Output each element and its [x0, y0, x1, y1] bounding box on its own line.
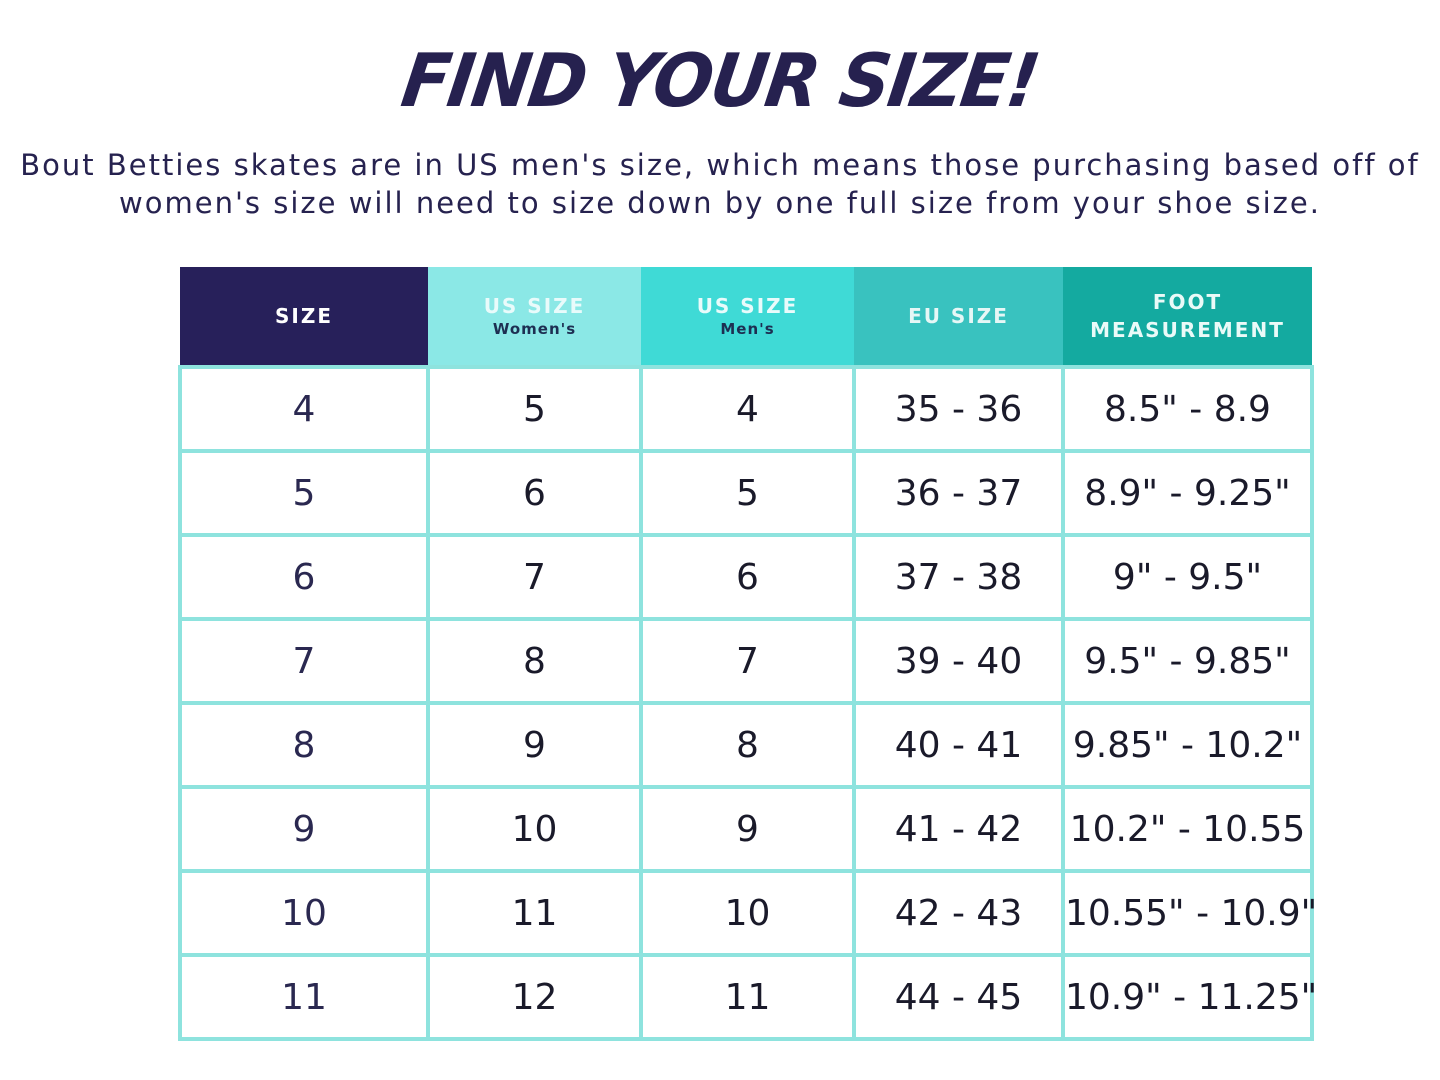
cell-size: 9 [178, 785, 430, 873]
cell-us-women: 6 [426, 449, 643, 537]
cell-us-men: 6 [639, 533, 856, 621]
cell-us-women: 9 [426, 701, 643, 789]
header-size: SIZE [180, 267, 428, 367]
header-label: EU SIZE [908, 304, 1009, 328]
cell-us-women: 10 [426, 785, 643, 873]
cell-eu-size: 40 - 41 [852, 701, 1065, 789]
header-label: US SIZE [483, 294, 586, 318]
cell-us-women: 5 [426, 365, 643, 453]
cell-us-men: 9 [639, 785, 856, 873]
header-label: SIZE [274, 304, 333, 328]
cell-eu-size: 39 - 40 [852, 617, 1065, 705]
cell-eu-size: 42 - 43 [852, 869, 1065, 957]
cell-foot-measurement: 9" - 9.5" [1061, 533, 1314, 621]
header-label: FOOT MEASUREMENT [1090, 290, 1285, 342]
cell-foot-measurement: 10.55" - 10.9" [1061, 869, 1317, 957]
table-row: 9 10 9 41 - 42 10.2" - 10.55 [178, 785, 1314, 873]
cell-us-women: 11 [426, 869, 643, 957]
cell-eu-size: 35 - 36 [852, 365, 1065, 453]
cell-us-men: 10 [639, 869, 856, 957]
table-row: 11 12 11 44 - 45 10.9" - 11.25" [178, 953, 1317, 1041]
cell-eu-size: 37 - 38 [852, 533, 1065, 621]
cell-size: 4 [178, 365, 430, 453]
header-label: US SIZE [696, 294, 799, 318]
header-sublabel: Women's [492, 320, 577, 338]
subtitle-line-2: women's size will need to size down by o… [119, 186, 1321, 220]
cell-us-men: 7 [639, 617, 856, 705]
cell-foot-measurement: 9.5" - 9.85" [1061, 617, 1314, 705]
cell-foot-measurement: 9.85" - 10.2" [1061, 701, 1314, 789]
cell-foot-measurement: 10.9" - 11.25" [1061, 953, 1317, 1041]
table-row: 6 7 6 37 - 38 9" - 9.5" [178, 533, 1314, 621]
cell-size: 6 [178, 533, 430, 621]
cell-foot-measurement: 8.5" - 8.9 [1061, 365, 1314, 453]
header-us-men: US SIZE Men's [641, 267, 854, 367]
cell-size: 8 [178, 701, 430, 789]
cell-us-men: 8 [639, 701, 856, 789]
cell-foot-measurement: 8.9" - 9.25" [1061, 449, 1314, 537]
cell-us-women: 7 [426, 533, 643, 621]
cell-size: 7 [178, 617, 430, 705]
size-chart-table: SIZE US SIZE Women's US SIZE Men's EU SIZE… [178, 267, 1317, 1041]
cell-eu-size: 36 - 37 [852, 449, 1065, 537]
cell-size: 5 [178, 449, 430, 537]
cell-foot-measurement: 10.2" - 10.55 [1061, 785, 1314, 873]
table-row: 10 11 10 42 - 43 10.55" - 10.9" [178, 869, 1317, 957]
cell-us-men: 4 [639, 365, 856, 453]
cell-us-men: 5 [639, 449, 856, 537]
cell-eu-size: 41 - 42 [852, 785, 1065, 873]
table-row: 7 8 7 39 - 40 9.5" - 9.85" [178, 617, 1314, 705]
header-foot-measurement: FOOT MEASUREMENT [1063, 267, 1312, 367]
page-title: FIND YOUR SIZE! [396, 37, 1044, 125]
table-row: 8 9 8 40 - 41 9.85" - 10.2" [178, 701, 1314, 789]
cell-eu-size: 44 - 45 [852, 953, 1065, 1041]
header-sublabel: Men's [720, 320, 775, 338]
table-row: 4 5 4 35 - 36 8.5" - 8.9 [178, 365, 1314, 453]
header-us-women: US SIZE Women's [428, 267, 641, 367]
header-eu-size: EU SIZE [854, 267, 1063, 367]
cell-us-women: 8 [426, 617, 643, 705]
table-row: 5 6 5 36 - 37 8.9" - 9.25" [178, 449, 1314, 537]
header-row: SIZE US SIZE Women's US SIZE Men's EU SIZE… [180, 267, 1312, 367]
cell-us-women: 12 [426, 953, 643, 1041]
cell-us-men: 11 [639, 953, 856, 1041]
cell-size: 11 [178, 953, 430, 1041]
cell-size: 10 [178, 869, 430, 957]
subtitle-line-1: Bout Betties skates are in US men's size… [20, 148, 1420, 182]
